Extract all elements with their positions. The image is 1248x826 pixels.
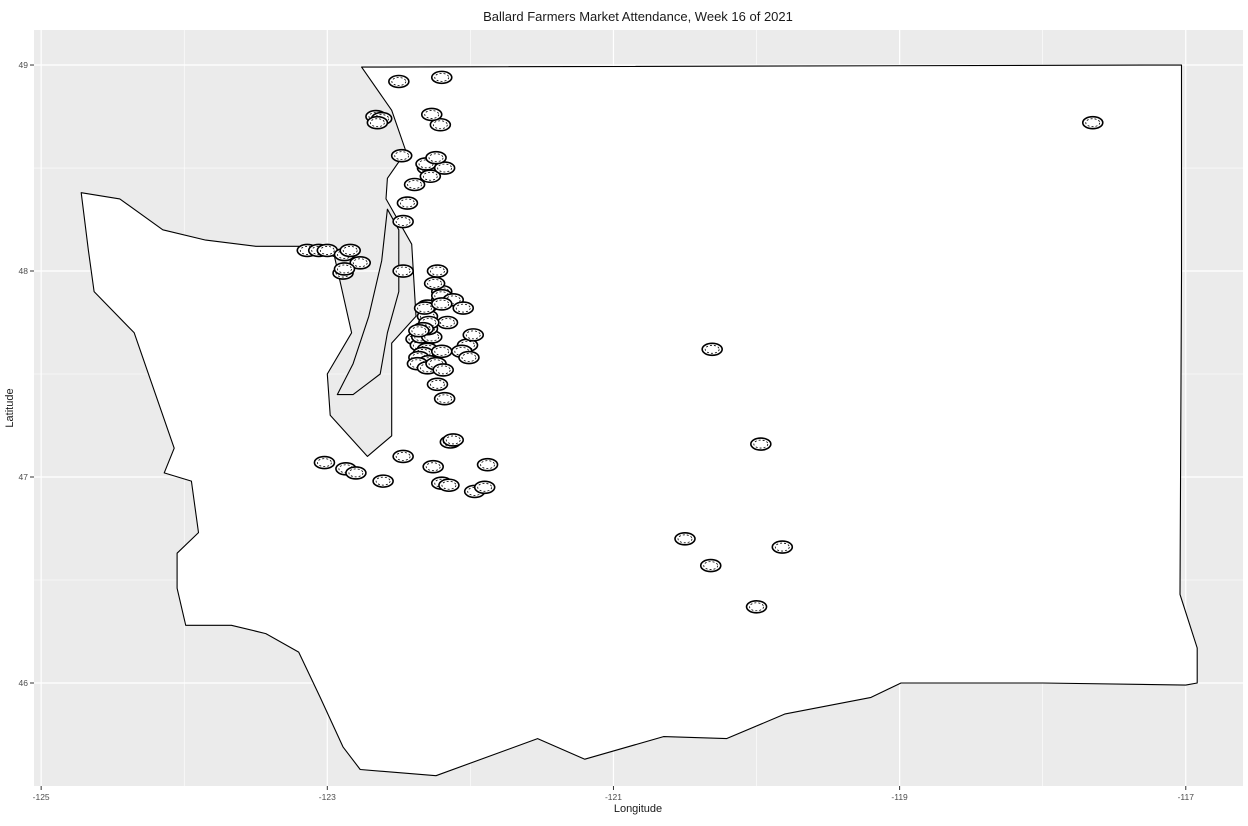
x-axis-title: Longitude: [614, 803, 662, 815]
x-tick-label: -125: [33, 792, 50, 802]
data-point: [403, 177, 426, 192]
data-point: [349, 255, 372, 270]
x-tick-label: -119: [891, 792, 908, 802]
y-axis-title: Latitude: [4, 388, 16, 427]
data-point: [436, 315, 459, 330]
data-point: [433, 161, 456, 175]
y-tick-label: 49: [19, 60, 29, 70]
x-tick-label: -121: [605, 792, 622, 802]
y-tick-label: 48: [19, 266, 29, 276]
data-point: [473, 480, 496, 495]
data-point: [313, 455, 336, 470]
data-point: [433, 391, 456, 406]
data-point: [425, 150, 447, 165]
data-point: [392, 449, 414, 464]
state-outline: [80, 64, 1198, 777]
data-point: [745, 599, 768, 614]
data-point: [430, 70, 453, 85]
data-point: [372, 474, 394, 488]
data-point: [420, 107, 443, 122]
x-tick-label: -123: [319, 792, 336, 802]
data-point: [366, 115, 389, 130]
data-point: [423, 276, 446, 291]
chart-title: Ballard Farmers Market Attendance, Week …: [483, 9, 793, 24]
data-point: [701, 342, 723, 357]
data-point: [771, 540, 794, 554]
y-tick-label: 46: [19, 678, 29, 688]
data-point: [333, 262, 356, 276]
data-point: [429, 117, 452, 132]
data-point: [458, 350, 480, 365]
data-point: [408, 323, 430, 338]
data-point: [1081, 115, 1104, 130]
data-points: [296, 70, 1104, 614]
data-point: [699, 558, 722, 573]
y-axis: 46 47 48 49: [19, 60, 34, 688]
data-point: [750, 437, 772, 451]
data-point: [426, 377, 449, 392]
map-layer: [80, 64, 1198, 777]
data-point: [413, 301, 436, 315]
data-point: [430, 344, 453, 359]
data-point: [462, 328, 485, 342]
y-tick-label: 47: [19, 472, 29, 482]
data-point: [432, 363, 455, 377]
data-point: [392, 264, 414, 278]
data-point: [422, 459, 444, 474]
data-point: [390, 148, 413, 163]
data-point: [430, 297, 453, 311]
x-axis: -125 -123 -121 -119 -117: [33, 786, 1195, 802]
data-point: [438, 478, 460, 493]
data-point: [419, 169, 442, 184]
data-point: [452, 301, 475, 315]
data-point: [339, 243, 362, 258]
data-point: [442, 433, 465, 447]
x-tick-label: -117: [1178, 792, 1195, 802]
data-point: [476, 457, 499, 472]
data-point: [426, 264, 449, 278]
data-point: [674, 532, 696, 546]
data-point: [388, 74, 410, 89]
data-point: [392, 214, 414, 229]
data-point: [345, 466, 367, 480]
data-point: [396, 196, 419, 210]
